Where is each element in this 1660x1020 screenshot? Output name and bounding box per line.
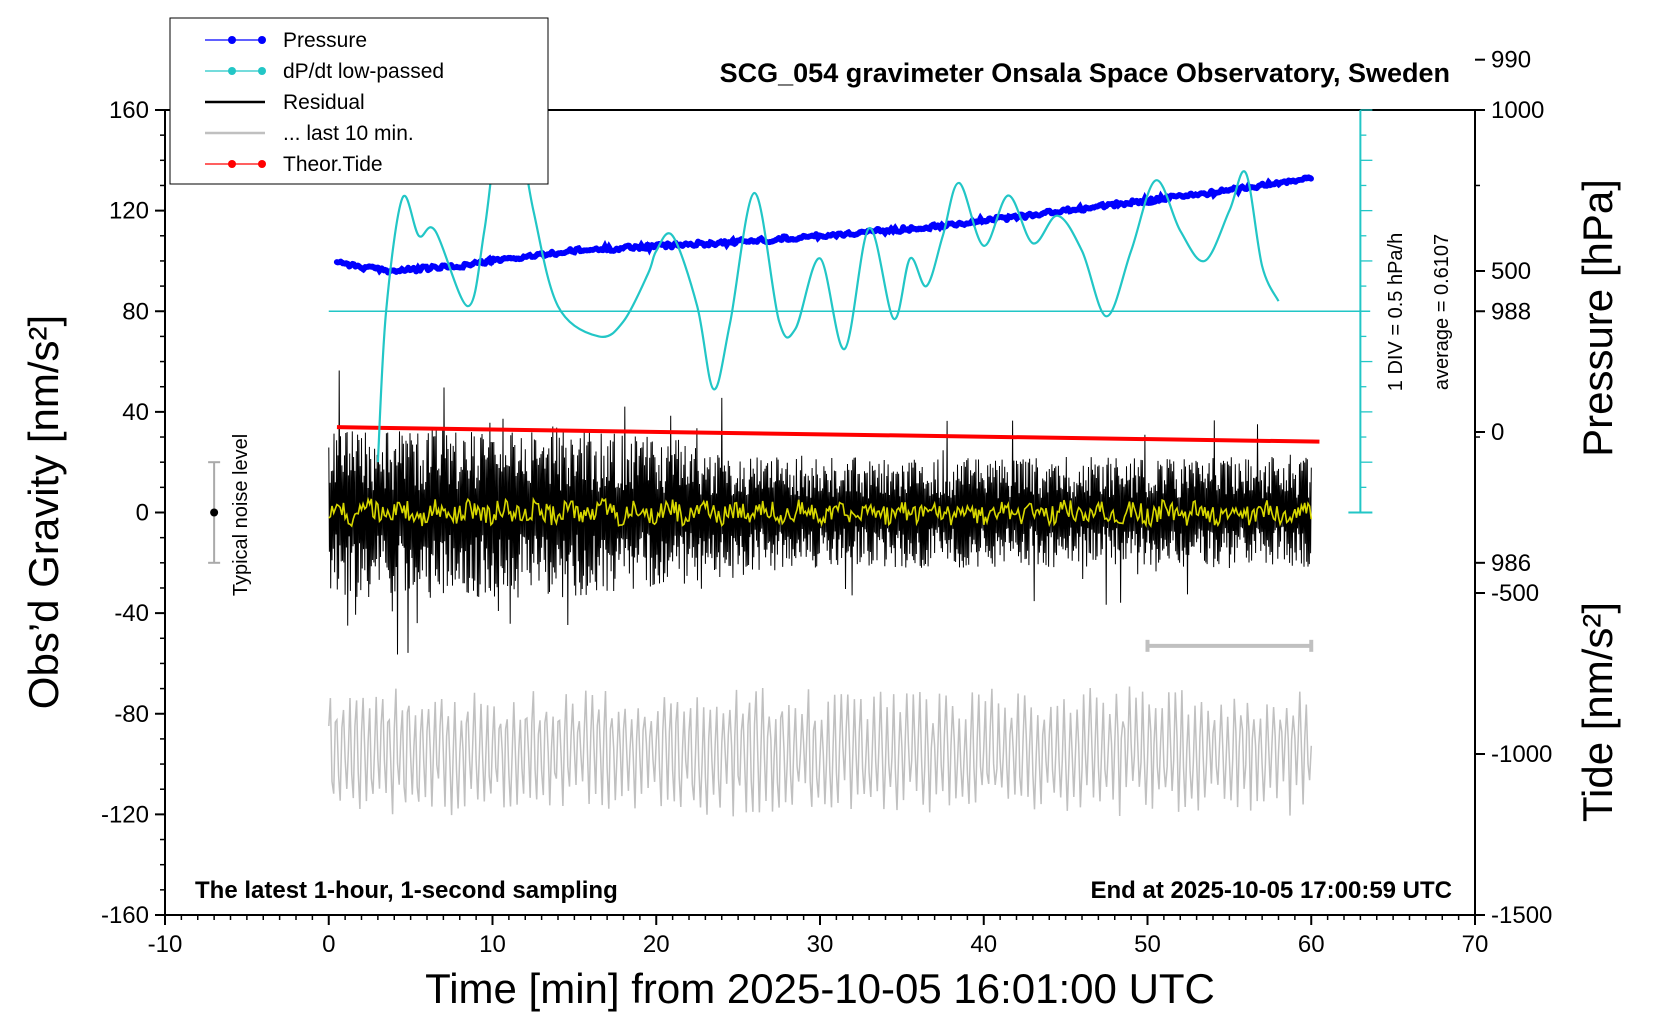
theor-tide-line: [336, 425, 1320, 444]
residual-smoothed-line: [328, 496, 1313, 528]
x-tick-label: 10: [479, 931, 506, 958]
legend-label: dP/dt low-passed: [283, 60, 444, 83]
y-tick-label: 120: [109, 198, 149, 225]
legend-marker: [258, 67, 266, 75]
x-tick-label: -10: [148, 931, 183, 958]
y-tick-label: -80: [114, 701, 149, 728]
tide-tick-label: -500: [1491, 580, 1539, 607]
chart-title: SCG_054 gravimeter Onsala Space Observat…: [720, 58, 1450, 88]
sampling-note: The latest 1-hour, 1-second sampling: [195, 877, 618, 904]
noise-level-dot: [210, 508, 219, 517]
x-axis-label: Time [min] from 2025-10-05 16:01:00 UTC: [425, 965, 1215, 1012]
pressure-tick-label: 988: [1491, 298, 1531, 325]
legend-marker: [228, 67, 236, 75]
legend: Pressure dP/dt low-passed Residual ... last…: [169, 17, 549, 185]
tide-tick-label: 500: [1491, 258, 1531, 285]
pressure-line-core: [336, 174, 1313, 275]
legend-marker: [258, 160, 266, 168]
x-tick-label: 60: [1298, 931, 1325, 958]
noise-level-label: Typical noise level: [230, 434, 252, 596]
legend-label: Residual: [283, 91, 365, 114]
y-tick-label: 0: [136, 500, 149, 527]
tide-tick-label: -1500: [1491, 902, 1552, 929]
tide-tick-label: -1000: [1491, 741, 1552, 768]
y-tick-label: 40: [122, 399, 149, 426]
tide-tick-label: 1000: [1491, 97, 1544, 124]
pressure-tick-label: 990: [1491, 47, 1531, 74]
average-label: average = 0.6107: [1431, 234, 1453, 390]
y-tick-label: -160: [101, 902, 149, 929]
last-10min-line: [328, 686, 1313, 817]
div-label: 1 DIV = 0.5 hPa/h: [1385, 233, 1407, 391]
x-tick-label: 30: [807, 931, 834, 958]
legend-label: ... last 10 min.: [283, 122, 414, 145]
y-axis-label-pressure: Pressure [hPa]: [1574, 179, 1621, 457]
y-tick-label: 80: [122, 298, 149, 325]
legend-label: Theor.Tide: [283, 153, 383, 176]
y-axis-label-tide: Tide [nm/s²]: [1574, 602, 1621, 822]
legend-label: Pressure: [283, 29, 367, 52]
x-tick-label: 70: [1462, 931, 1489, 958]
legend-marker: [228, 160, 236, 168]
y-tick-label: -40: [114, 600, 149, 627]
y-tick-label: -120: [101, 801, 149, 828]
residual-line: [328, 370, 1312, 655]
y-tick-label: 160: [109, 97, 149, 124]
x-tick-label: 0: [322, 931, 335, 958]
y-axis-label-gravity: Obs’d Gravity [nm/s²]: [20, 315, 67, 709]
legend-marker: [228, 36, 236, 44]
tide-tick-label: 0: [1491, 419, 1504, 446]
end-time-note: End at 2025-10-05 17:00:59 UTC: [1091, 877, 1453, 904]
x-tick-label: 20: [643, 931, 670, 958]
legend-marker: [258, 36, 266, 44]
x-tick-label: 50: [1134, 931, 1161, 958]
pressure-tick-label: 986: [1491, 550, 1531, 577]
x-tick-label: 40: [970, 931, 997, 958]
